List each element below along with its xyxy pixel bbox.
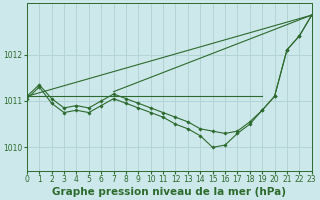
X-axis label: Graphe pression niveau de la mer (hPa): Graphe pression niveau de la mer (hPa) [52, 187, 286, 197]
